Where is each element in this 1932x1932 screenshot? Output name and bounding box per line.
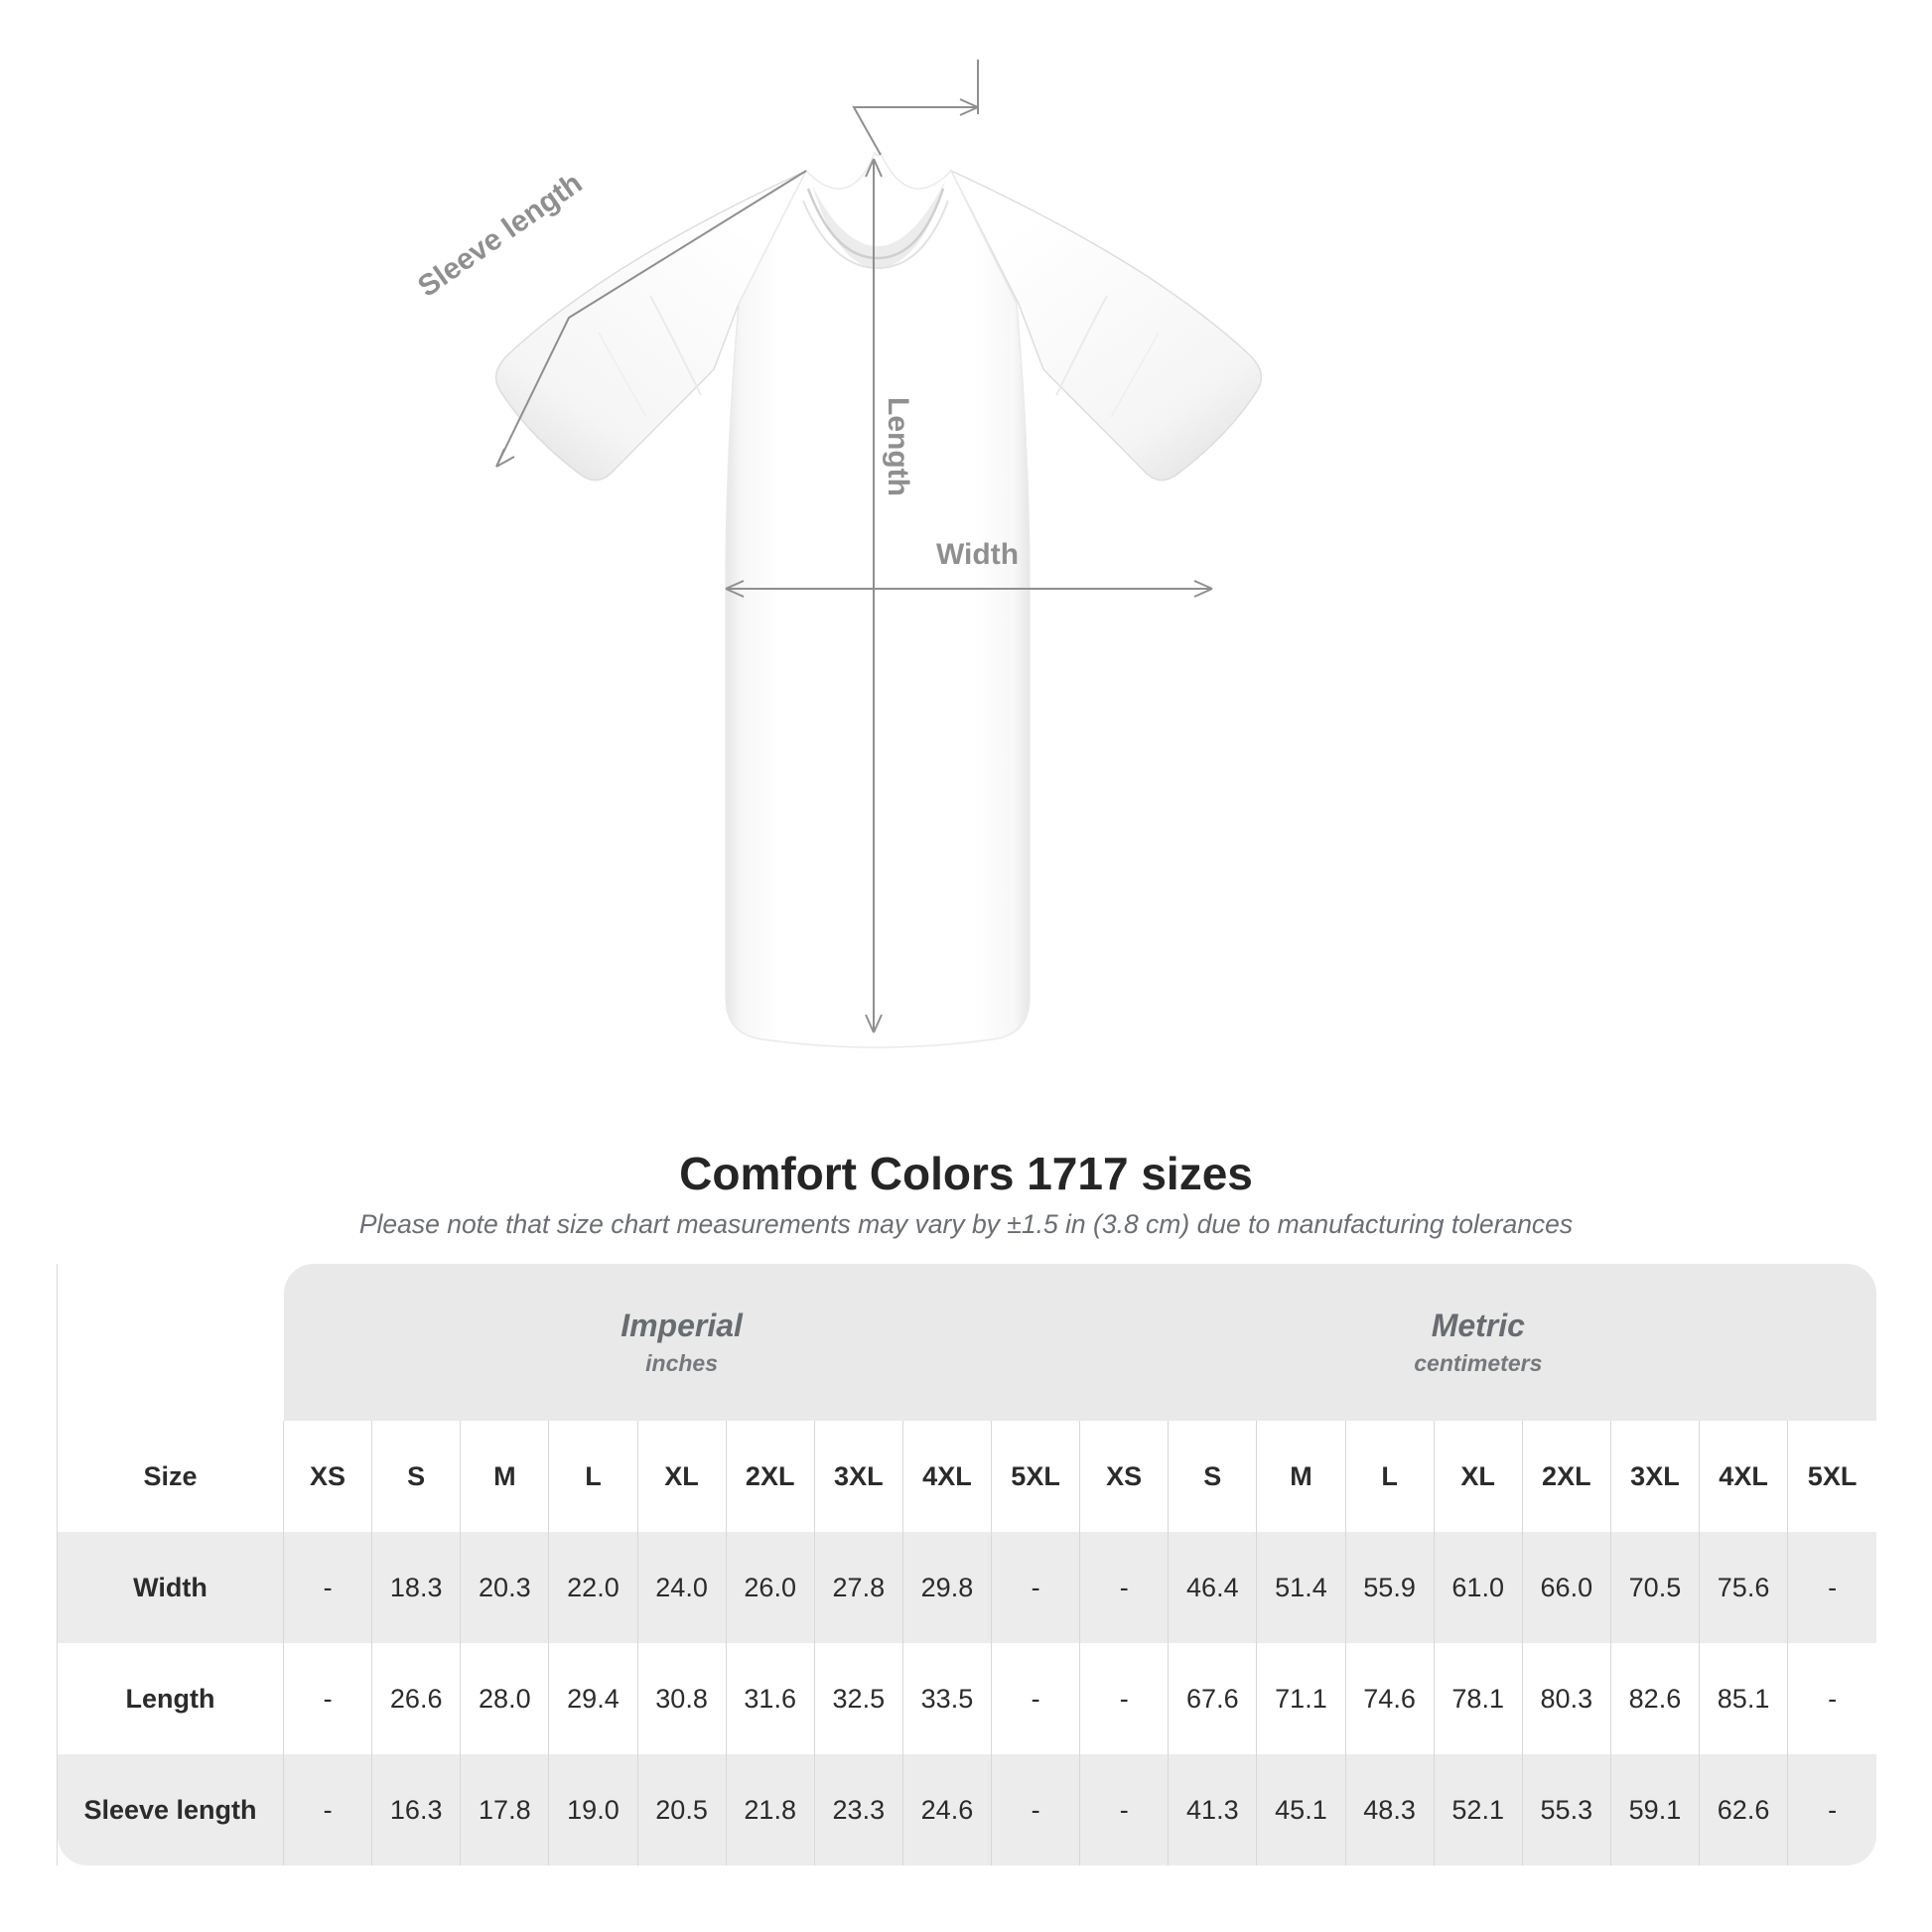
svg-text:Length: Length (882, 397, 914, 496)
svg-text:Sleeve length: Sleeve length (412, 167, 588, 304)
svg-text:Width: Width (936, 538, 1019, 571)
